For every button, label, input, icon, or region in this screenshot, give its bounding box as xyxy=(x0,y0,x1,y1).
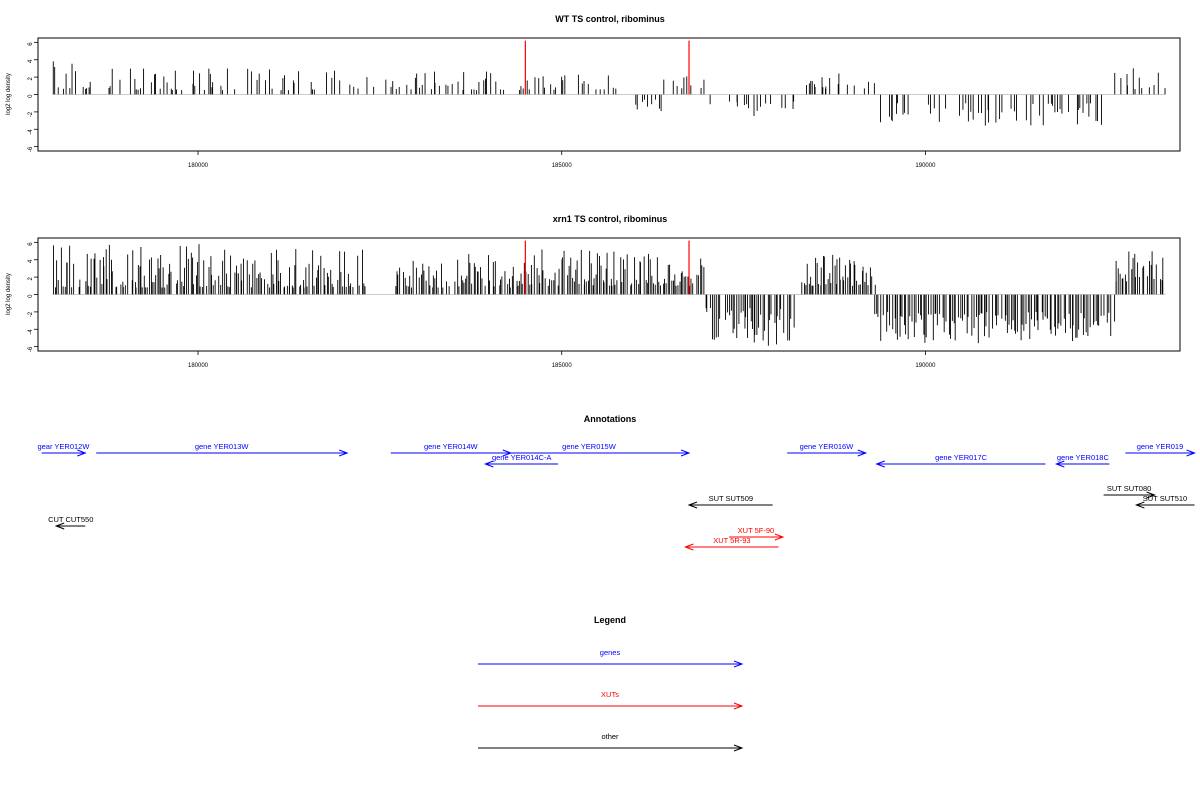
feature-arrowhead xyxy=(680,449,691,457)
y-tick-label: 0 xyxy=(28,94,34,98)
feature-label: CUT CUT550 xyxy=(48,515,93,524)
annotation-feature: SUT SUT080 xyxy=(1103,484,1156,499)
wt-y-axis-label: log2 log density xyxy=(6,73,12,115)
y-tick-label: -4 xyxy=(28,329,34,335)
legend-label: XUTs xyxy=(601,690,619,699)
x-tick-label: 190000 xyxy=(915,163,936,169)
annotation-feature: CUT CUT550 xyxy=(48,515,93,530)
y-tick-label: 2 xyxy=(28,276,34,280)
x-tick-label: 180000 xyxy=(188,363,209,369)
y-tick-label: -2 xyxy=(28,111,34,117)
feature-arrowhead xyxy=(687,501,698,509)
annotation-feature: XUT 5R-93 xyxy=(683,536,779,551)
y-tick-label: -6 xyxy=(28,146,34,152)
feature-arrowhead xyxy=(1146,491,1156,499)
annotation-feature: gene YER014C-A xyxy=(483,453,559,468)
wt-markers xyxy=(524,40,690,95)
feature-label: SUT SUT510 xyxy=(1143,494,1187,503)
feature-label: SUT SUT509 xyxy=(709,494,753,503)
x-tick-label: 190000 xyxy=(915,363,936,369)
feature-label: gene YER015W xyxy=(562,442,617,451)
annotation-feature: gear YER012W xyxy=(37,442,90,457)
annotation-feature: SUT SUT509 xyxy=(687,494,773,509)
feature-arrowhead xyxy=(1134,501,1145,509)
y-tick-label: 2 xyxy=(28,76,34,80)
annotation-track: gear YER012W gene YER013W gene YER014W gene… xyxy=(37,442,1196,551)
annotation-feature: gene YER019 xyxy=(1125,442,1196,457)
xrn1-panel: xrn1 TS control, ribominus log2 log dens… xyxy=(6,214,1181,369)
feature-label: gene YER019 xyxy=(1137,442,1184,451)
feature-arrowhead xyxy=(77,449,87,457)
annotation-feature: gene YER013W xyxy=(96,442,349,457)
feature-label: XUT 5R-93 xyxy=(713,536,750,545)
wt-x-ticks: 180000 185000 190000 xyxy=(188,151,936,169)
xrn1-y-axis-label: log2 log density xyxy=(6,273,12,315)
annotation-feature: gene YER018C xyxy=(1054,453,1110,468)
y-tick-label: -2 xyxy=(28,311,34,317)
wt-panel: WT TS control, ribominus log2 log densit… xyxy=(6,14,1181,169)
annotations-title: Annotations xyxy=(584,414,637,424)
xrn1-x-ticks: 180000 185000 190000 xyxy=(188,351,936,369)
y-tick-label: -4 xyxy=(28,129,34,135)
legend-item: genes xyxy=(478,648,744,668)
feature-arrowhead xyxy=(774,533,785,541)
annotation-feature: gene YER015W xyxy=(488,442,691,457)
feature-arrowhead xyxy=(338,449,349,457)
feature-arrowhead xyxy=(54,522,65,530)
legend-arrowhead xyxy=(733,702,744,710)
y-tick-label: 4 xyxy=(28,59,34,63)
annotation-feature: SUT SUT510 xyxy=(1134,494,1195,509)
feature-arrowhead xyxy=(857,449,868,457)
annotation-feature: XUT 5F-90 xyxy=(729,526,785,541)
feature-label: gene YER014C-A xyxy=(492,453,551,462)
xrn1-signal xyxy=(53,244,1164,346)
feature-arrowhead xyxy=(1054,460,1065,468)
legend-title: Legend xyxy=(594,615,626,625)
feature-label: gene YER018C xyxy=(1057,453,1110,462)
legend-label: genes xyxy=(600,648,621,657)
legend-item: other xyxy=(478,732,744,752)
y-tick-label: -6 xyxy=(28,346,34,352)
feature-label: gear YER012W xyxy=(37,442,90,451)
feature-label: gene YER014W xyxy=(424,442,479,451)
legend-arrowhead xyxy=(733,744,744,752)
wt-signal xyxy=(52,61,1166,126)
x-tick-label: 185000 xyxy=(552,163,573,169)
feature-arrowhead xyxy=(875,460,885,468)
feature-label: gene YER017C xyxy=(935,453,988,462)
y-tick-label: 0 xyxy=(28,294,34,298)
legend-arrowhead xyxy=(733,660,744,668)
y-tick-label: 6 xyxy=(28,42,34,46)
annotation-feature: gene YER017C xyxy=(875,453,1046,468)
x-tick-label: 180000 xyxy=(188,163,209,169)
legend: genes XUTs other xyxy=(478,648,744,752)
feature-label: gene YER016W xyxy=(800,442,855,451)
xrn1-y-ticks: 6 4 2 0 -2 -4 -6 xyxy=(28,242,38,352)
legend-item: XUTs xyxy=(478,690,744,710)
x-tick-label: 185000 xyxy=(552,363,573,369)
wt-y-ticks: 6 4 2 0 -2 -4 -6 xyxy=(28,42,38,152)
feature-label: gene YER013W xyxy=(195,442,250,451)
xrn1-panel-title: xrn1 TS control, ribominus xyxy=(553,214,668,224)
xrn1-markers xyxy=(524,240,690,295)
y-tick-label: 6 xyxy=(28,242,34,246)
feature-arrowhead xyxy=(1186,449,1196,457)
feature-label: XUT 5F-90 xyxy=(738,526,775,535)
annotation-feature: gene YER016W xyxy=(787,442,868,457)
legend-label: other xyxy=(601,732,619,741)
feature-arrowhead xyxy=(483,460,494,468)
y-tick-label: 4 xyxy=(28,259,34,263)
wt-panel-title: WT TS control, ribominus xyxy=(555,14,665,24)
feature-arrowhead xyxy=(683,543,694,551)
feature-label: SUT SUT080 xyxy=(1107,484,1151,493)
